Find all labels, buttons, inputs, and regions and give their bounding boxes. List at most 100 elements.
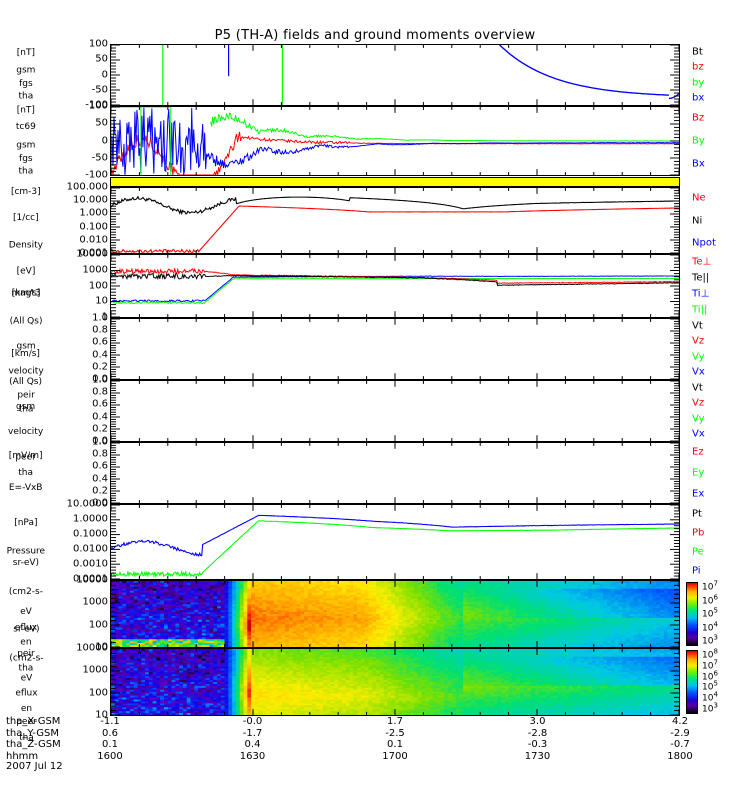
- colorbar-tick: 107: [702, 658, 718, 672]
- y-tick-label: 1.0: [92, 312, 108, 324]
- y-tick-label: 0.0: [92, 435, 108, 447]
- page-title: P5 (TH-A) fields and ground moments over…: [214, 28, 536, 43]
- legend-entry: Vx: [692, 428, 705, 440]
- y-tick-label: 1000: [82, 664, 108, 676]
- y-tick-label: 0.010: [79, 234, 108, 246]
- x-tick-hhmm: 1730: [524, 750, 551, 762]
- colorbar-tick: 108: [702, 647, 718, 661]
- legend-entry: Vy: [692, 351, 705, 363]
- y-tick-label: 0.4: [92, 473, 108, 485]
- legend-entry: Vt: [692, 320, 703, 332]
- y-tick-label: 0.4: [92, 411, 108, 423]
- y-tick-label: 0.6: [92, 398, 108, 410]
- x-tick-x-gsm: -1.1: [100, 716, 120, 727]
- x-tick-y-gsm: -1.7: [242, 727, 263, 739]
- y-axis-title-fgs: thafgsgsm[nT]: [16, 48, 36, 102]
- legend-entry: Pt: [692, 508, 702, 519]
- x-axis-row-label: hhmm: [6, 750, 39, 762]
- legend-entry: Bz: [692, 112, 705, 124]
- y-tick-label: 10000: [76, 248, 108, 260]
- y-tick-label: 0: [101, 69, 108, 80]
- legend-entry: Npot: [692, 237, 716, 249]
- y-ticks-fgs: 100 50 0 -50 -100: [50, 39, 108, 111]
- colorbar-tick: 107: [702, 579, 718, 593]
- y-tick-label: 0.8: [92, 324, 108, 336]
- x-axis-tick-group: 1.7 -2.5 0.1 1700: [355, 716, 435, 762]
- legend-entry: Bx: [692, 158, 705, 170]
- colorbar-tick: 106: [702, 593, 718, 606]
- colorbar-tick: 105: [702, 679, 718, 693]
- legend-entry: by: [692, 77, 705, 89]
- legend-entry: Ey: [692, 467, 705, 479]
- panel-fgs: [110, 44, 680, 106]
- legend-entry: Ti⊥: [692, 288, 710, 300]
- y-ticks-fgs-tc69: 100 50 0 -50 -100: [50, 101, 108, 181]
- y-tick-label: 1.0: [92, 436, 108, 448]
- colorbar-peir-eflux: [686, 582, 698, 646]
- x-tick-z-gsm: -0.7: [670, 739, 690, 750]
- x-axis-tick-group: 4.2 -2.9 -0.7 1800: [640, 716, 720, 762]
- x-tick-z-gsm: 0.1: [102, 739, 118, 750]
- y-ticks-efield: 1.0 0.8 0.6 0.4 0.2 0.0: [50, 437, 108, 509]
- y-tick-label: 100: [88, 38, 108, 50]
- y-ticks-density: 100.000 10.000 1.000 0.100 0.010 0.001: [50, 182, 108, 259]
- y-tick-label: 100: [88, 619, 108, 631]
- y-tick-label: 0.8: [92, 448, 108, 460]
- legend-entry: bx: [692, 92, 705, 104]
- y-axis-title-fgs-tc69: thafgsgsmtc69[nT]: [16, 105, 36, 177]
- x-tick-z-gsm: 0.1: [387, 739, 403, 750]
- y-tick-label: 100.000: [66, 181, 108, 193]
- x-tick-x-gsm: 3.0: [529, 716, 546, 727]
- y-axis-title-density: Density[1/cc][cm-3]: [8, 186, 44, 251]
- colorbar-tick: 103: [702, 633, 718, 647]
- x-axis-tick-group: 3.0 -2.8 -0.3 1730: [498, 716, 578, 762]
- y-tick-label: 0.6: [92, 460, 108, 472]
- x-tick-hhmm: 1800: [667, 750, 693, 762]
- y-tick-label: 10000: [76, 642, 108, 654]
- x-axis-row-label: tha_X-GSM: [6, 716, 61, 727]
- legend-entry: Te||: [692, 272, 710, 284]
- y-axis-title-efield: E=-VxB[mV/m]: [9, 451, 43, 494]
- y-tick-label: 10000: [76, 574, 108, 586]
- y-tick-label: 10.0000: [66, 498, 108, 510]
- y-tick-label: 1.0000: [73, 513, 108, 525]
- colorbar-tick: 103: [702, 701, 718, 715]
- panel-density: [110, 187, 680, 254]
- x-tick-z-gsm: 0.4: [244, 739, 261, 750]
- panel-efield: [110, 442, 680, 504]
- legend-entry: Ex: [692, 488, 705, 500]
- x-tick-y-gsm: -2.8: [527, 727, 548, 739]
- y-tick-label: 0.0100: [73, 543, 108, 555]
- legend-entry: Bt: [692, 46, 703, 58]
- date-label: 2007 Jul 12: [6, 761, 63, 772]
- x-tick-x-gsm: 1.7: [387, 716, 403, 727]
- y-tick-label: 0.2: [92, 485, 108, 497]
- y-tick-label: 0.8: [92, 386, 108, 398]
- y-tick-label: 0: [101, 135, 108, 146]
- y-ticks-temperature: 10000 1000 100 10 1: [50, 249, 108, 323]
- panel-fgs-tc69: [110, 106, 680, 176]
- y-tick-label: 100: [88, 687, 108, 699]
- legend-entry: Te⊥: [692, 256, 712, 268]
- legend-entry: Vt: [692, 382, 703, 394]
- x-tick-y-gsm: -2.5: [385, 727, 405, 739]
- y-ticks-peer-velocity: 1.0 0.8 0.6 0.4 0.2 0.0: [50, 375, 108, 447]
- colorbar-tick: 106: [702, 669, 718, 683]
- y-tick-label: 0.0: [92, 497, 108, 509]
- y-tick-label: 0.1000: [73, 528, 108, 540]
- x-axis-tick-group: -0.0 -1.7 0.4 1630: [213, 716, 293, 762]
- x-axis-row-label: tha_Y-GSM: [6, 727, 60, 739]
- y-axis-title-peer-eflux: thapeerenefluxeV(cm2-s-sr-eV): [8, 625, 44, 744]
- x-tick-y-gsm: -2.9: [670, 727, 690, 739]
- y-tick-label: 0.001: [79, 247, 108, 259]
- legend-entry: Pe: [692, 546, 704, 557]
- y-tick-label: -100: [85, 169, 108, 181]
- x-tick-hhmm: 1700: [382, 750, 408, 762]
- y-ticks-peir-eflux: 10000 1000 100 10: [50, 575, 108, 653]
- legend-entry: Ne: [692, 192, 706, 204]
- y-tick-label: 10: [95, 295, 108, 307]
- colorbar-tick: 104: [702, 620, 718, 633]
- panel-peir-velocity: [110, 318, 680, 380]
- y-tick-label: 0.4: [92, 349, 108, 361]
